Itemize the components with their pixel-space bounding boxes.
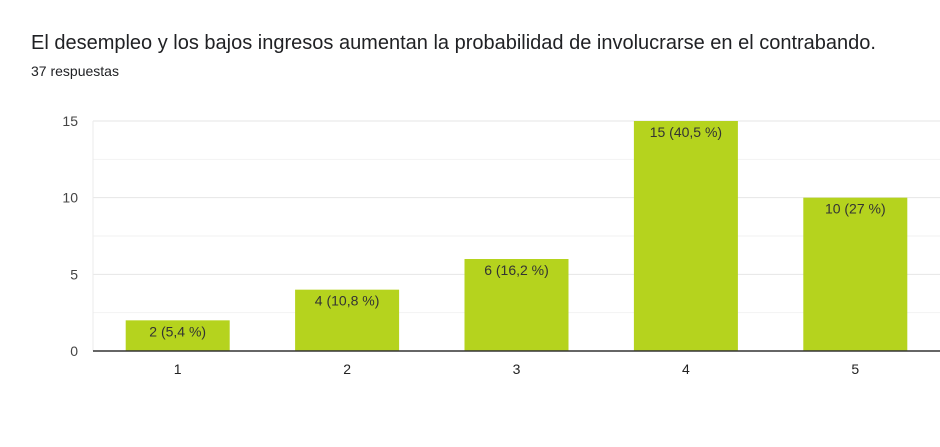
bar	[633, 121, 738, 351]
response-count: 37 respuestas	[31, 63, 119, 79]
data-label: 2 (5,4 %)	[149, 323, 206, 339]
x-tick-label: 4	[682, 361, 690, 377]
x-tick-label: 5	[851, 361, 859, 377]
x-tick-label: 3	[513, 361, 521, 377]
y-tick-label: 5	[70, 266, 78, 282]
data-label: 4 (10,8 %)	[315, 293, 380, 309]
y-tick-label: 0	[70, 343, 78, 359]
data-label: 10 (27 %)	[825, 201, 886, 217]
chart-title: El desempleo y los bajos ingresos aument…	[31, 32, 876, 54]
y-tick-label: 10	[62, 190, 78, 206]
x-tick-label: 1	[174, 361, 182, 377]
data-label: 15 (40,5 %)	[650, 124, 722, 140]
bar	[125, 320, 230, 351]
y-tick-label: 15	[62, 113, 78, 129]
data-label: 6 (16,2 %)	[484, 262, 549, 278]
x-tick-label: 2	[343, 361, 351, 377]
bar	[295, 289, 400, 351]
bar	[803, 197, 908, 351]
bar	[464, 259, 569, 351]
